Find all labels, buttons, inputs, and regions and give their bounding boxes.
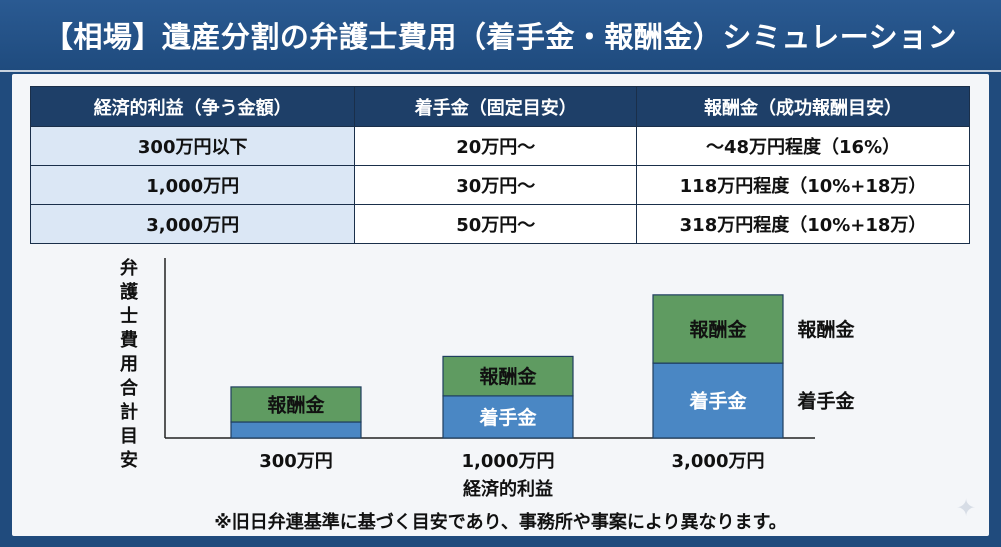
fee-table: 経済的利益（争う金額） 着手金（固定目安） 報酬金（成功報酬目安） 300万円以… [29, 86, 970, 244]
table-cell: 318万円程度（10%+18万） [636, 204, 970, 244]
header-retainer: 着手金（固定目安） [354, 86, 638, 127]
y-axis-label-char: 計 [120, 401, 138, 423]
bar-label-success-fee: 報酬金 [267, 393, 325, 416]
x-tick-label: 1,000万円 [462, 451, 555, 472]
y-axis-label-char: 用 [120, 354, 138, 375]
table-cell: 30万円〜 [354, 165, 638, 205]
bar-retainer [442, 395, 574, 439]
y-axis-label-char: 合 [120, 377, 139, 399]
page-title: 【相場】遺産分割の弁護士費用（着手金・報酬金）シミュレーション [43, 20, 958, 54]
sparkle-icon: ✦ [956, 494, 977, 522]
bar-success-fee [442, 355, 574, 397]
y-axis-label-char: 目 [120, 426, 138, 447]
bar-success-fee [652, 294, 784, 364]
title-bar: 【相場】遺産分割の弁護士費用（着手金・報酬金）シミュレーション [0, 0, 1001, 72]
y-axis-label-char: 護 [120, 281, 139, 303]
legend-success-fee: 報酬金 [797, 318, 855, 341]
x-tick-label: 300万円 [259, 451, 333, 472]
table-cell: 300万円以下 [29, 126, 356, 166]
x-axis-label: 経済的利益 [463, 478, 553, 500]
y-axis-label-char: 士 [120, 306, 138, 327]
header-economic-benefit: 経済的利益（争う金額） [29, 86, 356, 127]
table-cell: 3,000万円 [29, 204, 356, 244]
bar-label-success-fee: 報酬金 [689, 318, 747, 341]
table-cell: 118万円程度（10%+18万） [636, 165, 970, 205]
header-success-fee: 報酬金（成功報酬目安） [636, 86, 970, 127]
table-row: 300万円以下 20万円〜 〜48万円程度（16%） [29, 126, 970, 166]
y-axis-label-char: 費 [120, 329, 138, 351]
table-header-row: 経済的利益（争う金額） 着手金（固定目安） 報酬金（成功報酬目安） [29, 86, 970, 127]
bar-label-success-fee: 報酬金 [479, 365, 537, 388]
y-axis-label-char: 弁 [120, 257, 138, 279]
bar-retainer [652, 362, 784, 439]
bar-label-retainer: 着手金 [479, 406, 537, 429]
table-row: 3,000万円 50万円〜 318万円程度（10%+18万） [29, 204, 970, 244]
table-cell: 〜48万円程度（16%） [636, 126, 970, 166]
footnote: ※旧日弁連基準に基づく目安であり、事務所や事案により異なります。 [214, 512, 787, 533]
bar-label-retainer: 着手金 [689, 390, 747, 413]
table-cell: 20万円〜 [354, 126, 638, 166]
bar-success-fee [230, 386, 362, 423]
y-axis-label-char: 安 [120, 449, 138, 471]
x-tick-label: 3,000万円 [672, 451, 765, 472]
bar-retainer [230, 421, 362, 439]
legend-retainer: 着手金 [797, 390, 855, 413]
table-cell: 50万円〜 [354, 204, 638, 244]
